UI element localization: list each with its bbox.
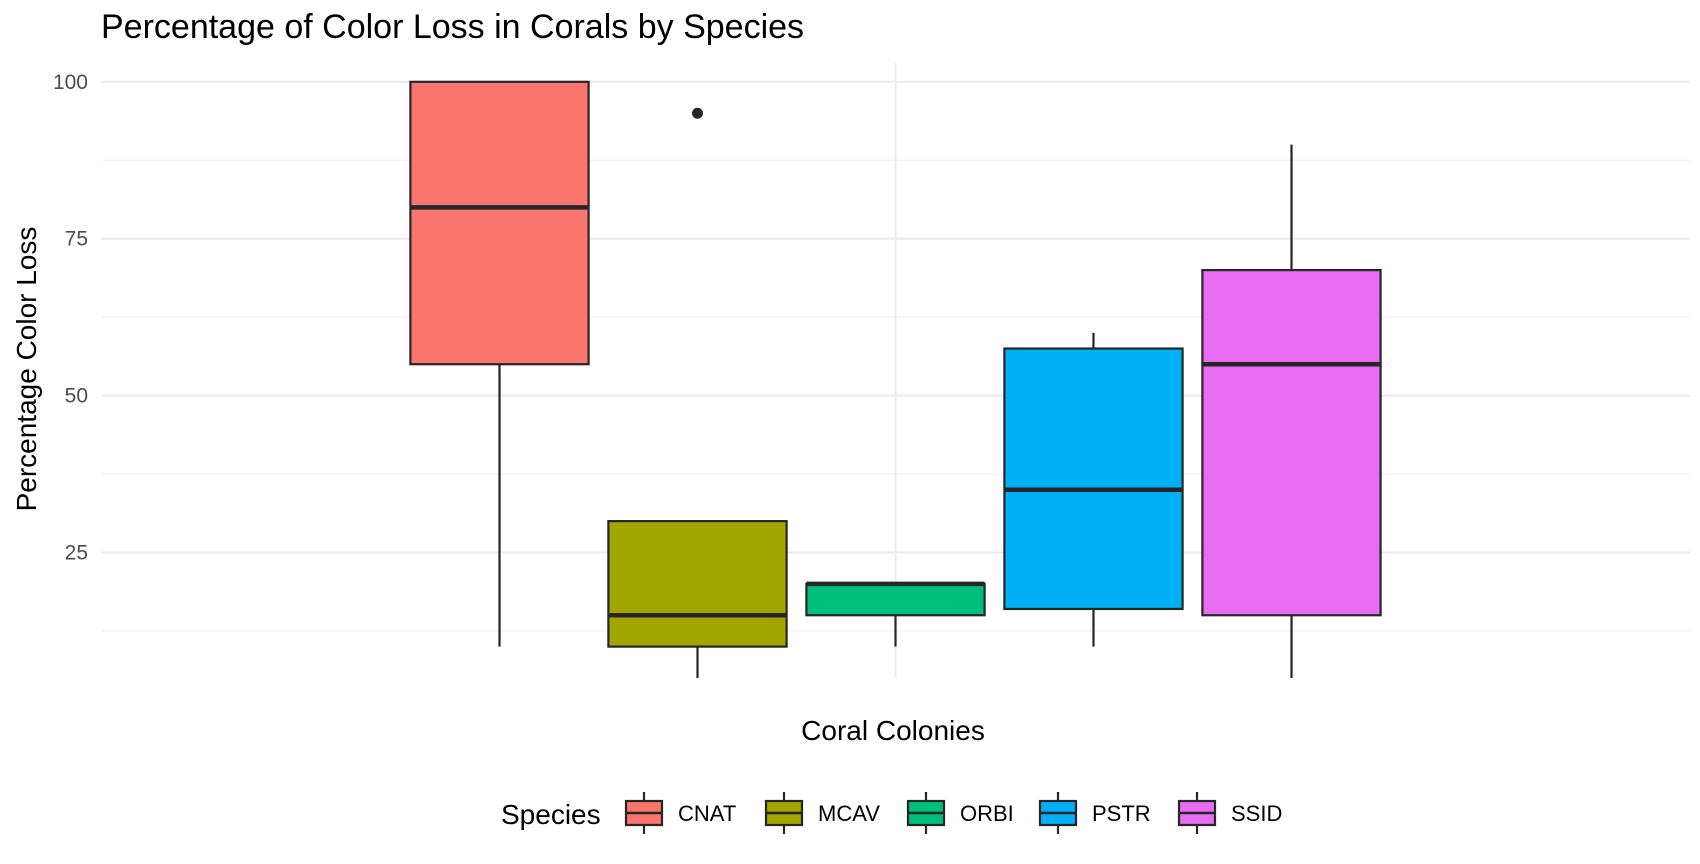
legend-item-cnat: CNAT — [624, 792, 736, 834]
box-body — [409, 80, 590, 366]
boxes — [409, 80, 1382, 678]
box-cnat — [409, 80, 590, 647]
box-body — [805, 582, 986, 617]
box-body — [1003, 347, 1184, 611]
y-tick-label: 25 — [65, 541, 88, 564]
grid — [101, 63, 1690, 678]
legend-label: MCAV — [818, 801, 880, 826]
y-tick-label: 100 — [53, 71, 88, 94]
box-orbi — [805, 581, 986, 647]
legend-item-ssid: SSID — [1177, 792, 1282, 834]
legend-label: SSID — [1231, 801, 1282, 826]
x-axis-title: Coral Colonies — [801, 715, 985, 746]
box-body — [1201, 268, 1382, 617]
legend-label: CNAT — [678, 801, 736, 826]
box-pstr — [1003, 332, 1184, 647]
legend-label: ORBI — [960, 801, 1014, 826]
legend: Species CNAT MCAV ORBI PSTR SSID — [501, 792, 1282, 834]
legend-title: Species — [501, 799, 601, 830]
box-mcav — [607, 107, 788, 678]
y-tick-label: 75 — [65, 228, 88, 251]
y-axis-ticks: 25 50 75 100 — [53, 71, 88, 565]
outlier-point — [692, 107, 703, 119]
chart-title: Percentage of Color Loss in Corals by Sp… — [101, 8, 804, 46]
legend-label: PSTR — [1092, 801, 1151, 826]
box-body — [607, 520, 788, 648]
y-axis-title: Percentage Color Loss — [11, 227, 42, 512]
legend-item-mcav: MCAV — [764, 792, 880, 834]
legend-item-pstr: PSTR — [1038, 792, 1151, 834]
legend-item-orbi: ORBI — [906, 792, 1014, 834]
box-ssid — [1201, 144, 1382, 678]
y-tick-label: 50 — [65, 385, 88, 408]
